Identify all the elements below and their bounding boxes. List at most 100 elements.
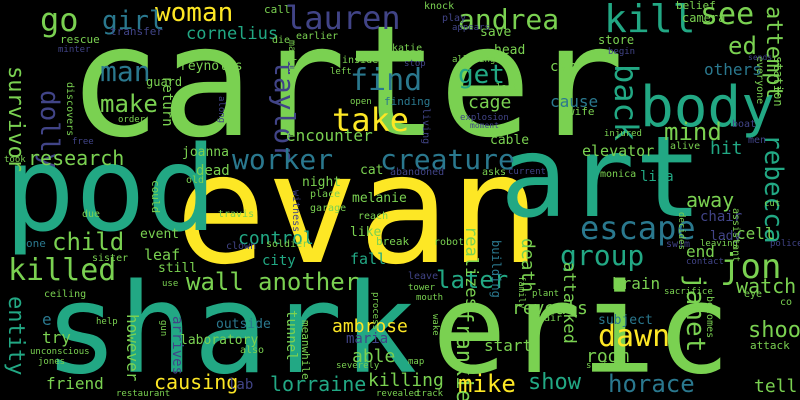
word-cause: cause bbox=[550, 92, 599, 111]
word-cat: cat bbox=[360, 163, 384, 178]
word-abandoned: abandoned bbox=[390, 167, 445, 178]
word-try: try bbox=[42, 328, 71, 347]
word-station: station bbox=[771, 56, 785, 107]
word-worker: worker bbox=[232, 143, 334, 176]
word-kill: kill bbox=[604, 0, 696, 41]
word-lisa: lisa bbox=[640, 169, 674, 185]
word-guard: guard bbox=[146, 75, 183, 89]
word-left: left bbox=[330, 67, 352, 77]
word-leaf: leaf bbox=[144, 246, 181, 264]
word-clown: clown bbox=[226, 241, 257, 252]
word-witness: witness bbox=[290, 190, 301, 233]
word-belief: belief bbox=[676, 0, 716, 12]
word-frankie: frankie bbox=[451, 310, 476, 400]
word-transfer: transfer bbox=[110, 25, 163, 38]
word-event: event bbox=[140, 227, 180, 242]
word-hit: hit bbox=[710, 138, 743, 159]
word-andrea: andrea bbox=[458, 3, 560, 36]
word-girl: girl bbox=[102, 6, 165, 36]
word-police: police bbox=[770, 239, 800, 249]
word-order: order bbox=[118, 115, 146, 125]
word-soldier: soldier bbox=[266, 239, 309, 250]
word-attacked: attacked bbox=[559, 262, 579, 344]
word-call: call bbox=[264, 3, 291, 16]
word-play: play bbox=[442, 13, 467, 24]
word-e: e bbox=[42, 310, 52, 329]
word-current: current bbox=[508, 167, 546, 177]
word-katie: katie bbox=[392, 43, 423, 54]
word-start: start bbox=[484, 336, 533, 355]
word-earlier: earlier bbox=[296, 31, 339, 42]
word-body: body bbox=[640, 75, 775, 140]
word-group: group bbox=[560, 239, 645, 272]
word-allowing: allowing bbox=[452, 55, 496, 65]
word-restaurant: restaurant bbox=[116, 389, 171, 399]
word-cut: cut bbox=[764, 199, 781, 209]
word-melanie: melanie bbox=[352, 191, 407, 206]
word-end: end bbox=[686, 242, 715, 261]
word-creature: creature bbox=[380, 143, 515, 176]
word-track: track bbox=[416, 389, 444, 399]
word-mind: mind bbox=[664, 118, 722, 146]
word-like: like bbox=[350, 225, 382, 240]
word-moment: moment bbox=[470, 121, 499, 130]
word-head: head bbox=[494, 43, 526, 58]
word-watch: watch bbox=[736, 274, 797, 298]
word-back: back bbox=[607, 64, 645, 142]
word-cable: cable bbox=[490, 133, 530, 148]
word-chair: chair bbox=[700, 209, 743, 225]
word-travis: travis bbox=[218, 209, 255, 220]
word-alive: alive bbox=[670, 141, 701, 152]
word-cage: cage bbox=[468, 92, 512, 113]
word-explosion: explosion bbox=[460, 113, 509, 123]
word-pod: pod bbox=[4, 120, 218, 258]
word-camera: camera bbox=[682, 11, 726, 25]
word-able: able bbox=[352, 346, 396, 367]
word-becomes: becomes bbox=[704, 296, 715, 339]
word-jones: jones bbox=[38, 357, 66, 367]
word-unconscious: unconscious bbox=[30, 347, 90, 357]
word-lauren: lauren bbox=[285, 0, 401, 37]
word-death: death bbox=[517, 238, 538, 293]
word-lorraine: lorraine bbox=[270, 372, 367, 396]
word-use: use bbox=[162, 279, 179, 289]
word-friend: friend bbox=[46, 374, 104, 393]
word-air: air bbox=[544, 313, 563, 324]
word-subject: subject bbox=[598, 313, 653, 328]
word-also: also bbox=[240, 345, 265, 356]
word-gun: gun bbox=[158, 320, 168, 337]
word-open: open bbox=[350, 97, 372, 107]
word-shark: shark bbox=[44, 258, 418, 400]
word-sacrifice: sacrifice bbox=[664, 287, 713, 297]
word-sends: sends bbox=[748, 53, 773, 62]
word-minter: minter bbox=[58, 45, 91, 55]
word-get: get bbox=[458, 60, 505, 90]
word-free: free bbox=[72, 137, 94, 147]
word-leave: leave bbox=[408, 271, 439, 282]
word-sister: sister bbox=[92, 253, 129, 264]
word-janet: janet bbox=[680, 274, 710, 353]
word-others: others bbox=[704, 60, 762, 79]
word-evan: evan bbox=[175, 121, 542, 298]
word-asks: asks bbox=[482, 167, 507, 178]
word-encounter: encounter bbox=[286, 126, 373, 145]
word-place: place bbox=[310, 189, 341, 200]
word-attack: attack bbox=[750, 339, 790, 352]
word-realizes: realizes bbox=[461, 226, 481, 308]
word-old: old bbox=[186, 175, 205, 186]
word-save: save bbox=[480, 25, 512, 40]
word-later: later bbox=[436, 266, 509, 294]
word-killing: killing bbox=[368, 370, 444, 391]
word-wake: wake bbox=[430, 314, 440, 336]
word-find: find bbox=[350, 63, 423, 98]
word-tunnel: tunnel bbox=[283, 310, 299, 361]
word-joanna: joanna bbox=[182, 145, 229, 160]
word-causing: causing bbox=[154, 370, 239, 394]
word-living: living bbox=[420, 108, 431, 145]
word-decides: decides bbox=[676, 212, 686, 250]
word-mike: mike bbox=[458, 370, 516, 398]
word-garage: garage bbox=[310, 203, 347, 214]
word-reveals: reveals bbox=[512, 298, 588, 319]
word-dawn: dawn bbox=[598, 319, 671, 354]
